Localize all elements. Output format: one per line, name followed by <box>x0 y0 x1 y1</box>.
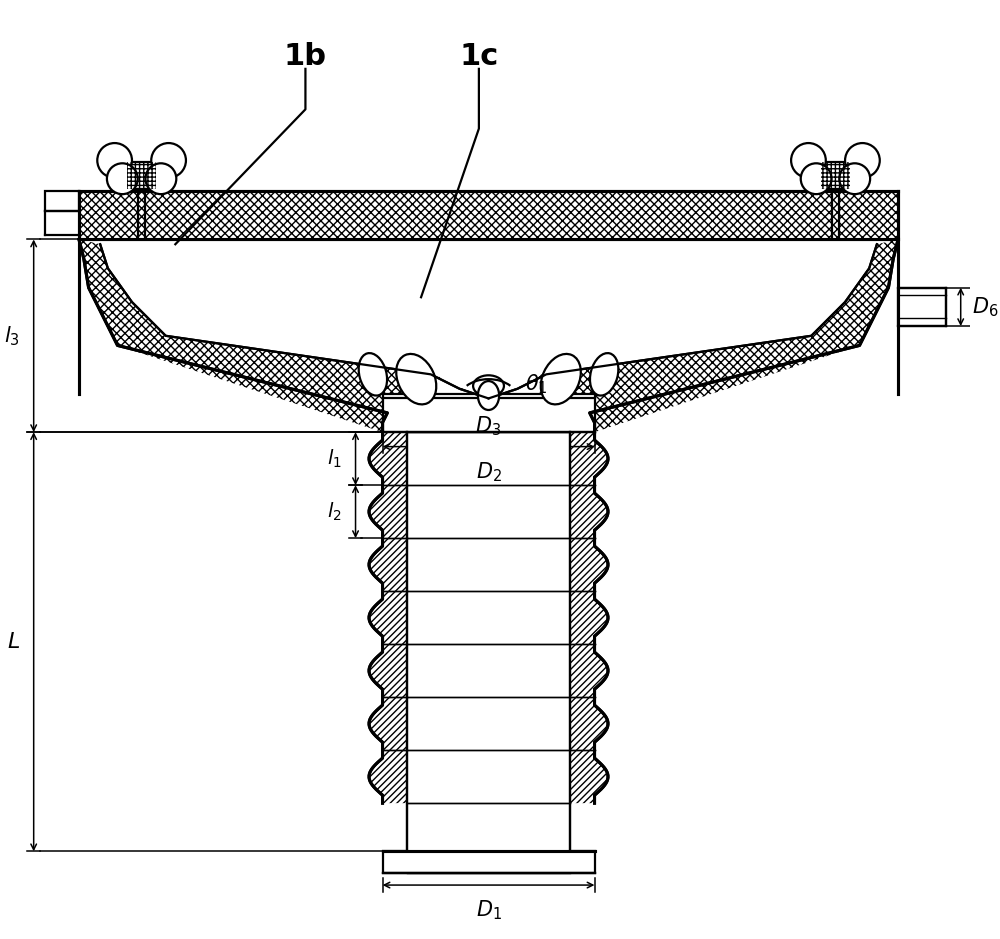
Circle shape <box>151 143 186 177</box>
Text: $D_6$: $D_6$ <box>972 295 999 318</box>
Circle shape <box>845 143 880 177</box>
Text: $D_3$: $D_3$ <box>475 415 502 439</box>
Circle shape <box>801 163 832 194</box>
Ellipse shape <box>473 376 504 396</box>
Bar <box>79 192 898 239</box>
Polygon shape <box>369 432 595 852</box>
Bar <box>898 287 946 326</box>
Ellipse shape <box>541 354 581 405</box>
Text: $l_3$: $l_3$ <box>4 324 20 347</box>
Bar <box>79 192 898 239</box>
Circle shape <box>107 163 138 194</box>
Circle shape <box>97 143 132 177</box>
Bar <box>45 192 79 210</box>
Bar <box>127 162 156 190</box>
Bar <box>821 162 850 190</box>
Bar <box>79 192 898 239</box>
Ellipse shape <box>359 353 387 395</box>
Bar <box>407 432 570 852</box>
Bar <box>383 393 595 432</box>
Text: $l_2$: $l_2$ <box>327 500 342 523</box>
Circle shape <box>839 163 870 194</box>
Text: 1c: 1c <box>459 42 499 70</box>
Ellipse shape <box>396 354 436 405</box>
Text: 1b: 1b <box>284 42 327 70</box>
Text: $D_2$: $D_2$ <box>476 460 501 484</box>
Text: $l_1$: $l_1$ <box>327 448 342 470</box>
Text: $D_1$: $D_1$ <box>476 899 501 922</box>
Circle shape <box>791 143 826 177</box>
Ellipse shape <box>478 381 499 410</box>
Bar <box>127 162 156 190</box>
Text: $L$: $L$ <box>7 631 20 653</box>
Bar <box>821 162 850 190</box>
Ellipse shape <box>590 353 618 395</box>
Bar <box>383 852 595 872</box>
Bar <box>79 192 898 239</box>
Circle shape <box>145 163 176 194</box>
Text: $\theta_1$: $\theta_1$ <box>525 372 548 395</box>
